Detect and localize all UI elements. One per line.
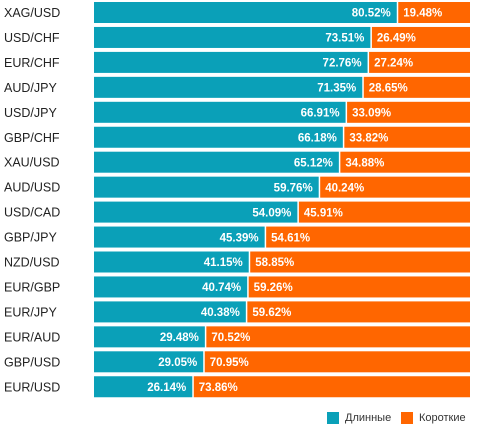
data-label-short: 58.85% bbox=[255, 257, 294, 269]
bar-long bbox=[94, 276, 248, 298]
category-label: GBP/USD bbox=[4, 355, 60, 369]
category-label: USD/CHF bbox=[4, 31, 60, 45]
bar-long bbox=[94, 151, 339, 173]
data-label-long: 41.15% bbox=[204, 257, 243, 269]
legend-short: Короткие bbox=[401, 411, 466, 425]
data-label-long: 40.74% bbox=[202, 282, 241, 294]
bar-long bbox=[94, 376, 193, 398]
bar-short bbox=[204, 351, 470, 373]
data-label-short: 33.82% bbox=[349, 132, 388, 144]
bar-short bbox=[320, 176, 470, 198]
bar-short bbox=[250, 251, 470, 273]
bar-long bbox=[94, 201, 298, 223]
legend-label-short: Короткие bbox=[419, 412, 466, 424]
legend-swatch-long bbox=[327, 412, 339, 424]
category-label: XAG/USD bbox=[4, 6, 60, 20]
data-label-long: 73.51% bbox=[325, 33, 364, 45]
data-label-long: 40.38% bbox=[201, 307, 240, 319]
data-label-short: 54.61% bbox=[271, 232, 310, 244]
bar-long bbox=[94, 126, 343, 148]
bar-short bbox=[371, 26, 470, 48]
bar-long bbox=[94, 2, 397, 23]
bar-long bbox=[94, 351, 204, 373]
data-label-long: 72.76% bbox=[323, 58, 362, 70]
legend-swatch-short bbox=[401, 412, 413, 424]
data-label-short: 26.49% bbox=[377, 33, 416, 45]
data-label-short: 27.24% bbox=[374, 58, 413, 70]
bar-short bbox=[344, 126, 470, 148]
data-label-long: 80.52% bbox=[352, 8, 391, 20]
category-label: EUR/GBP bbox=[4, 280, 60, 294]
data-label-short: 73.86% bbox=[199, 382, 238, 394]
bar-short bbox=[247, 301, 470, 323]
bar-long bbox=[94, 51, 368, 73]
category-label: XAU/USD bbox=[4, 156, 60, 170]
data-label-short: 33.09% bbox=[352, 108, 391, 120]
bar-short bbox=[347, 101, 470, 123]
data-label-long: 29.48% bbox=[160, 332, 199, 344]
data-label-short: 19.48% bbox=[403, 8, 442, 20]
category-label: USD/JPY bbox=[4, 106, 57, 120]
data-label-long: 71.35% bbox=[317, 83, 356, 95]
data-label-long: 66.91% bbox=[301, 108, 340, 120]
bar-long bbox=[94, 76, 363, 98]
bar-long bbox=[94, 26, 371, 48]
data-label-short: 59.62% bbox=[252, 307, 291, 319]
data-label-short: 70.95% bbox=[210, 357, 249, 369]
bar-short bbox=[298, 201, 470, 223]
category-label: EUR/AUD bbox=[4, 330, 60, 344]
category-label: GBP/CHF bbox=[4, 131, 60, 145]
data-label-long: 29.05% bbox=[158, 357, 197, 369]
bar-short bbox=[206, 326, 471, 348]
data-label-short: 34.88% bbox=[345, 157, 384, 169]
category-label: GBP/JPY bbox=[4, 231, 57, 245]
data-label-long: 26.14% bbox=[147, 382, 186, 394]
bar-short bbox=[248, 276, 470, 298]
category-label: EUR/JPY bbox=[4, 305, 57, 319]
bar-short bbox=[340, 151, 470, 173]
bar-short bbox=[363, 76, 470, 98]
bar-long bbox=[94, 101, 346, 123]
category-label: EUR/CHF bbox=[4, 56, 60, 70]
data-label-short: 59.26% bbox=[254, 282, 293, 294]
data-label-long: 45.39% bbox=[220, 232, 259, 244]
bar-long bbox=[94, 326, 205, 348]
bar-long bbox=[94, 301, 246, 323]
legend-label-long: Длинные bbox=[345, 412, 392, 424]
data-label-short: 40.24% bbox=[325, 182, 364, 194]
bar-short bbox=[193, 376, 470, 398]
stacked-bar-chart: XAG/USD 80.52% 19.48% USD/CHF 73.51% 26.49% EU… bbox=[4, 2, 471, 398]
legend: Длинные bbox=[327, 411, 391, 425]
bar-long bbox=[94, 251, 249, 273]
bar-long bbox=[94, 176, 319, 198]
data-label-short: 45.91% bbox=[304, 207, 343, 219]
category-label: AUD/USD bbox=[4, 181, 60, 195]
data-label-short: 70.52% bbox=[211, 332, 250, 344]
data-label-long: 65.12% bbox=[294, 157, 333, 169]
data-label-long: 59.76% bbox=[274, 182, 313, 194]
bar-short bbox=[369, 51, 470, 73]
data-label-short: 28.65% bbox=[369, 83, 408, 95]
bar-short bbox=[266, 226, 470, 248]
bar-short bbox=[398, 2, 470, 23]
category-label: EUR/USD bbox=[4, 380, 60, 394]
category-label: USD/CAD bbox=[4, 206, 60, 220]
category-label: AUD/JPY bbox=[4, 81, 57, 95]
data-label-long: 54.09% bbox=[252, 207, 291, 219]
data-label-long: 66.18% bbox=[298, 132, 337, 144]
category-label: NZD/USD bbox=[4, 256, 60, 270]
bar-long bbox=[94, 226, 265, 248]
